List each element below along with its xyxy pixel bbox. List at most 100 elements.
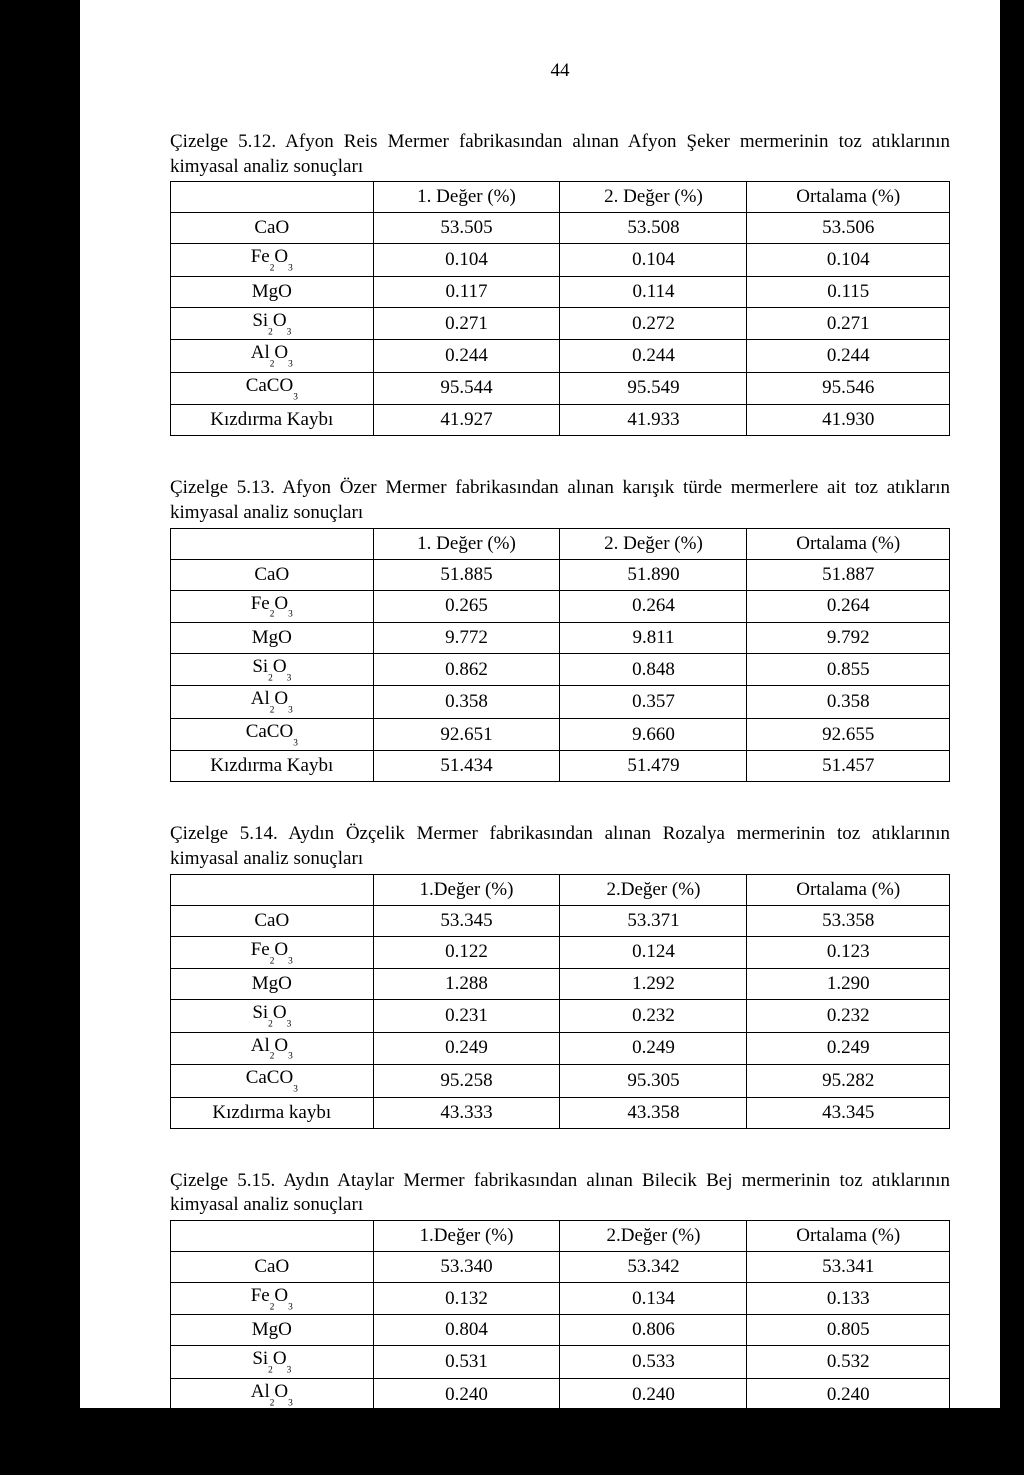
cell-value: 0.531	[373, 1346, 560, 1378]
table-caption: Çizelge 5.14. Aydın Özçelik Mermer fabri…	[170, 822, 950, 871]
cell-value: 53.371	[560, 905, 747, 936]
cell-value: 53.505	[373, 213, 560, 244]
cell-value: 51.887	[747, 559, 950, 590]
table-row: MgO0.1170.1140.115	[171, 276, 950, 307]
column-header: 1.Değer (%)	[373, 1220, 560, 1251]
cell-value: 1.290	[747, 969, 950, 1000]
cell-value: 51.479	[560, 751, 747, 782]
row-label: MgO	[171, 969, 374, 1000]
cell-value: 0.805	[747, 1315, 950, 1346]
cell-value: 95.258	[373, 1065, 560, 1097]
cell-value: 43.333	[373, 1097, 560, 1128]
cell-value: 41.933	[560, 405, 747, 436]
page-number: 44	[170, 60, 950, 82]
row-label: MgO	[171, 276, 374, 307]
cell-value: 43.358	[560, 1097, 747, 1128]
cell-value: 0.271	[373, 307, 560, 339]
cell-value: 95.544	[373, 372, 560, 404]
cell-value: 95.546	[747, 372, 950, 404]
table-row: CaCO395.54495.54995.546	[171, 372, 950, 404]
cell-value: 0.134	[560, 1282, 747, 1314]
table-row: CaCO395.25895.30595.282	[171, 1065, 950, 1097]
cell-value: 9.772	[373, 623, 560, 654]
cell-value: 51.890	[560, 559, 747, 590]
scan-black-margin-left	[0, 0, 80, 1448]
cell-value: 0.855	[747, 654, 950, 686]
table-row: MgO1.2881.2921.290	[171, 969, 950, 1000]
table-row: Si2O30.5310.5330.532	[171, 1346, 950, 1378]
column-header: 2.Değer (%)	[560, 874, 747, 905]
table-row: Kızdırma kaybı43.33343.35843.345	[171, 1097, 950, 1128]
column-header	[171, 528, 374, 559]
page-content: 44 Çizelge 5.12. Afyon Reis Mermer fabri…	[80, 0, 1000, 1408]
cell-value: 0.240	[747, 1378, 950, 1410]
cell-value: 9.811	[560, 623, 747, 654]
cell-value: 0.244	[747, 340, 950, 372]
cell-value: 53.342	[560, 1251, 747, 1282]
cell-value: 0.132	[373, 1282, 560, 1314]
cell-value: 0.358	[747, 686, 950, 718]
table-row: Fe2O30.2650.2640.264	[171, 590, 950, 622]
table-row: CaO53.34053.34253.341	[171, 1251, 950, 1282]
row-label: Fe2O3	[171, 936, 374, 968]
row-label: CaO	[171, 1251, 374, 1282]
cell-value: 0.240	[560, 1378, 747, 1410]
table-row: Fe2O30.1040.1040.104	[171, 244, 950, 276]
cell-value: 95.305	[560, 1065, 747, 1097]
row-label: Fe2O3	[171, 244, 374, 276]
cell-value: 0.104	[373, 244, 560, 276]
cell-value: 41.927	[373, 405, 560, 436]
row-label: MgO	[171, 1315, 374, 1346]
cell-value: 0.114	[560, 276, 747, 307]
cell-value: 53.341	[747, 1251, 950, 1282]
column-header	[171, 1220, 374, 1251]
table-row: Al2O30.2400.2400.240	[171, 1378, 950, 1410]
table-row: MgO0.8040.8060.805	[171, 1315, 950, 1346]
cell-value: 0.249	[373, 1032, 560, 1064]
cell-value: 92.655	[747, 718, 950, 750]
table-row: Si2O30.2710.2720.271	[171, 307, 950, 339]
column-header: 2.Değer (%)	[560, 1220, 747, 1251]
cell-value: 0.532	[747, 1346, 950, 1378]
row-label: CaO	[171, 905, 374, 936]
table-row: CaO53.50553.50853.506	[171, 213, 950, 244]
cell-value: 0.265	[373, 590, 560, 622]
row-label: CaO	[171, 559, 374, 590]
cell-value: 0.249	[560, 1032, 747, 1064]
table-caption: Çizelge 5.13. Afyon Özer Mermer fabrikas…	[170, 476, 950, 525]
cell-value: 53.508	[560, 213, 747, 244]
cell-value: 51.457	[747, 751, 950, 782]
row-label: Kızdırma Kaybı	[171, 751, 374, 782]
row-label: CaCO3	[171, 718, 374, 750]
cell-value: 0.848	[560, 654, 747, 686]
row-label: CaCO3	[171, 1065, 374, 1097]
table-row: Al2O30.3580.3570.358	[171, 686, 950, 718]
row-label: CaCO3	[171, 1411, 374, 1443]
cell-value: 0.123	[747, 936, 950, 968]
table-row: Kızdırma Kaybı41.92741.93341.930	[171, 405, 950, 436]
cell-value: 0.104	[747, 244, 950, 276]
table-row: Fe2O30.1320.1340.133	[171, 1282, 950, 1314]
row-label: Al2O3	[171, 340, 374, 372]
column-header: Ortalama (%)	[747, 182, 950, 213]
cell-value: 53.358	[747, 905, 950, 936]
cell-value: 51.885	[373, 559, 560, 590]
cell-value: 95.249	[373, 1411, 560, 1443]
column-header: Ortalama (%)	[747, 874, 950, 905]
cell-value: 0.264	[747, 590, 950, 622]
column-header: 1. Değer (%)	[373, 528, 560, 559]
table-row: CaCO392.6519.66092.655	[171, 718, 950, 750]
table-row: CaCO395.24995.25395.251	[171, 1411, 950, 1443]
table-row: Kızdırma Kaybı51.43451.47951.457	[171, 751, 950, 782]
cell-value: 51.434	[373, 751, 560, 782]
cell-value: 0.117	[373, 276, 560, 307]
column-header: Ortalama (%)	[747, 1220, 950, 1251]
cell-value: 0.232	[560, 1000, 747, 1032]
cell-value: 1.288	[373, 969, 560, 1000]
cell-value: 0.249	[747, 1032, 950, 1064]
cell-value: 95.549	[560, 372, 747, 404]
cell-value: 0.862	[373, 654, 560, 686]
row-label: Si2O3	[171, 1000, 374, 1032]
row-label: Si2O3	[171, 654, 374, 686]
tables-container: Çizelge 5.12. Afyon Reis Mermer fabrikas…	[170, 130, 950, 1475]
